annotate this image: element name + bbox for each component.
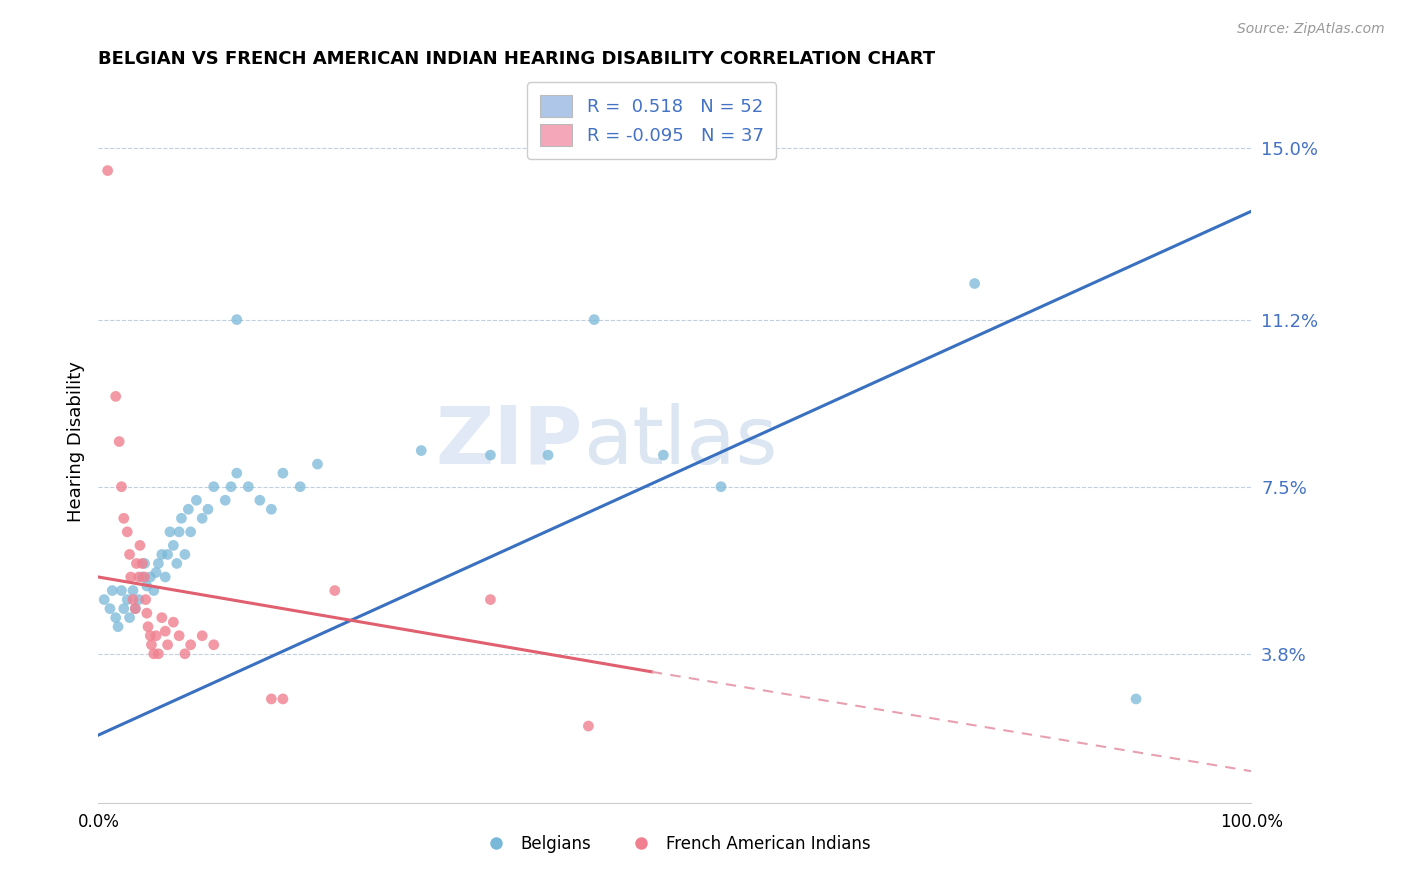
Point: [93, 592, 115, 607]
Point: [652, 448, 675, 462]
Point: [145, 629, 167, 643]
Point: [118, 548, 141, 562]
Point: [112, 511, 135, 525]
Point: [122, 592, 145, 607]
Point: [129, 538, 152, 552]
Point: [110, 480, 132, 494]
Point: [271, 466, 294, 480]
Point: [225, 312, 247, 326]
Point: [411, 443, 433, 458]
Point: [479, 592, 502, 607]
Point: [135, 606, 157, 620]
Point: [191, 511, 214, 525]
Point: [124, 601, 146, 615]
Point: [186, 493, 208, 508]
Text: ZIP: ZIP: [436, 402, 582, 481]
Point: [136, 620, 159, 634]
Point: [120, 570, 142, 584]
Point: [249, 493, 271, 508]
Point: [128, 592, 150, 607]
Point: [583, 312, 606, 326]
Point: [177, 502, 200, 516]
Point: [271, 692, 294, 706]
Text: BELGIAN VS FRENCH AMERICAN INDIAN HEARING DISABILITY CORRELATION CHART: BELGIAN VS FRENCH AMERICAN INDIAN HEARIN…: [98, 50, 935, 68]
Point: [139, 629, 162, 643]
Point: [155, 570, 177, 584]
Point: [122, 583, 145, 598]
Point: [150, 610, 173, 624]
Point: [148, 557, 170, 571]
Point: [97, 163, 120, 178]
Point: [290, 480, 312, 494]
Point: [131, 570, 153, 584]
Point: [225, 466, 247, 480]
Point: [170, 511, 193, 525]
Point: [162, 538, 184, 552]
Point: [108, 434, 131, 449]
Point: [214, 493, 236, 508]
Point: [202, 480, 225, 494]
Point: [131, 557, 153, 571]
Point: [101, 583, 124, 598]
Point: [238, 480, 260, 494]
Point: [260, 502, 283, 516]
Point: [112, 601, 135, 615]
Point: [159, 524, 181, 539]
Point: [578, 719, 600, 733]
Point: [117, 524, 139, 539]
Y-axis label: Hearing Disability: Hearing Disability: [66, 361, 84, 522]
Point: [104, 610, 127, 624]
Point: [135, 579, 157, 593]
Point: [110, 583, 132, 598]
Point: [156, 638, 179, 652]
Point: [107, 620, 129, 634]
Point: [963, 277, 986, 291]
Point: [479, 448, 502, 462]
Point: [150, 548, 173, 562]
Point: [710, 480, 733, 494]
Point: [139, 570, 162, 584]
Point: [219, 480, 242, 494]
Point: [117, 592, 139, 607]
Point: [260, 692, 283, 706]
Point: [118, 610, 141, 624]
Point: [128, 570, 150, 584]
Point: [142, 583, 165, 598]
Point: [191, 629, 214, 643]
Point: [134, 570, 156, 584]
Point: [155, 624, 177, 639]
Point: [180, 638, 202, 652]
Point: [134, 557, 156, 571]
Point: [166, 557, 188, 571]
Point: [180, 524, 202, 539]
Point: [174, 548, 197, 562]
Point: [124, 601, 146, 615]
Point: [537, 448, 560, 462]
Point: [167, 524, 190, 539]
Point: [125, 557, 148, 571]
Point: [162, 615, 184, 630]
Point: [174, 647, 197, 661]
Point: [307, 457, 329, 471]
Point: [148, 647, 170, 661]
Text: Source: ZipAtlas.com: Source: ZipAtlas.com: [1237, 22, 1385, 37]
Point: [142, 647, 165, 661]
Point: [135, 592, 157, 607]
Point: [145, 566, 167, 580]
Point: [104, 389, 127, 403]
Legend: Belgians, French American Indians: Belgians, French American Indians: [472, 828, 877, 860]
Point: [1125, 692, 1147, 706]
Point: [141, 638, 163, 652]
Point: [323, 583, 346, 598]
Point: [167, 629, 190, 643]
Point: [156, 548, 179, 562]
Point: [197, 502, 219, 516]
Point: [98, 601, 121, 615]
Point: [202, 638, 225, 652]
Text: atlas: atlas: [582, 402, 778, 481]
